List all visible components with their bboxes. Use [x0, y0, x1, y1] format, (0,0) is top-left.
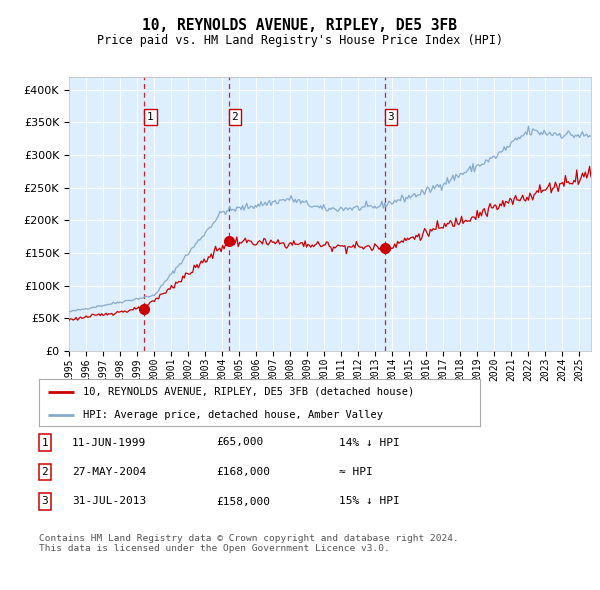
Text: Price paid vs. HM Land Registry's House Price Index (HPI): Price paid vs. HM Land Registry's House … — [97, 34, 503, 47]
Text: 1: 1 — [41, 438, 49, 447]
Text: 3: 3 — [41, 497, 49, 506]
Text: 2: 2 — [232, 112, 238, 122]
Text: 1: 1 — [147, 112, 154, 122]
Text: HPI: Average price, detached house, Amber Valley: HPI: Average price, detached house, Ambe… — [83, 410, 383, 420]
Text: £158,000: £158,000 — [216, 497, 270, 506]
Text: £168,000: £168,000 — [216, 467, 270, 477]
Text: 14% ↓ HPI: 14% ↓ HPI — [339, 438, 400, 447]
Text: 11-JUN-1999: 11-JUN-1999 — [72, 438, 146, 447]
Text: 10, REYNOLDS AVENUE, RIPLEY, DE5 3FB (detached house): 10, REYNOLDS AVENUE, RIPLEY, DE5 3FB (de… — [83, 386, 415, 396]
Text: 10, REYNOLDS AVENUE, RIPLEY, DE5 3FB: 10, REYNOLDS AVENUE, RIPLEY, DE5 3FB — [143, 18, 458, 32]
Text: 31-JUL-2013: 31-JUL-2013 — [72, 497, 146, 506]
Text: 2: 2 — [41, 467, 49, 477]
Text: 3: 3 — [388, 112, 394, 122]
Text: 27-MAY-2004: 27-MAY-2004 — [72, 467, 146, 477]
Text: Contains HM Land Registry data © Crown copyright and database right 2024.
This d: Contains HM Land Registry data © Crown c… — [39, 534, 459, 553]
Text: ≈ HPI: ≈ HPI — [339, 467, 373, 477]
Text: 15% ↓ HPI: 15% ↓ HPI — [339, 497, 400, 506]
Text: £65,000: £65,000 — [216, 438, 263, 447]
